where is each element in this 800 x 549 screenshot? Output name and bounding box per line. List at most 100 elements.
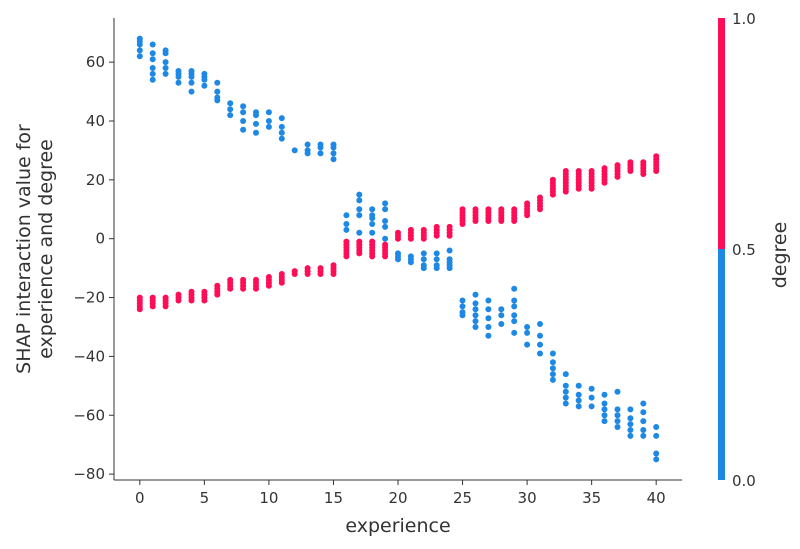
point-degree-1-190 bbox=[653, 153, 660, 160]
point-degree-0-77 bbox=[382, 223, 389, 230]
point-degree-0-44 bbox=[265, 123, 272, 130]
point-degree-0-15 bbox=[162, 47, 169, 54]
point-degree-1-52 bbox=[304, 271, 311, 277]
point-degree-0-152 bbox=[601, 418, 608, 425]
point-degree-1-35 bbox=[240, 285, 247, 292]
point-degree-0-92 bbox=[433, 256, 440, 263]
point-degree-1-84 bbox=[395, 229, 401, 236]
point-degree-0-162 bbox=[627, 432, 634, 439]
point-degree-0-114 bbox=[485, 332, 492, 339]
y-tick-label: 20 bbox=[86, 171, 105, 189]
point-degree-0-159 bbox=[627, 415, 634, 422]
point-degree-0-10 bbox=[149, 41, 156, 48]
point-degree-0-164 bbox=[640, 409, 647, 416]
point-degree-1-157 bbox=[575, 168, 582, 174]
point-degree-0-150 bbox=[601, 406, 608, 413]
point-degree-0-137 bbox=[562, 382, 569, 389]
point-degree-1-111 bbox=[472, 206, 479, 213]
point-degree-0-78 bbox=[382, 218, 389, 224]
point-degree-0-130 bbox=[537, 350, 543, 357]
point-degree-0-111 bbox=[485, 306, 492, 313]
point-degree-0-13 bbox=[162, 59, 169, 66]
point-degree-1-70 bbox=[356, 250, 363, 257]
point-degree-0-104 bbox=[472, 291, 479, 298]
point-degree-1-76 bbox=[369, 253, 376, 260]
point-degree-1-136 bbox=[537, 194, 543, 201]
x-tick-label: 10 bbox=[259, 489, 278, 507]
point-degree-0-51 bbox=[291, 147, 298, 154]
point-degree-1-65 bbox=[343, 253, 350, 260]
point-degree-0-166 bbox=[640, 427, 647, 433]
x-tick-label: 15 bbox=[324, 489, 343, 507]
point-degree-0-133 bbox=[549, 365, 556, 372]
point-degree-1-39 bbox=[253, 285, 259, 292]
point-degree-1-59 bbox=[330, 271, 337, 277]
y-tick-label: −60 bbox=[73, 406, 105, 424]
point-degree-0-80 bbox=[382, 200, 389, 207]
point-degree-0-160 bbox=[627, 421, 634, 428]
point-degree-1-142 bbox=[549, 176, 556, 183]
point-degree-0-125 bbox=[524, 329, 531, 336]
point-degree-0-99 bbox=[446, 265, 453, 272]
colorbar-tick-top: 1.0 bbox=[732, 10, 756, 28]
point-degree-0-113 bbox=[485, 324, 492, 330]
point-degree-0-158 bbox=[627, 406, 634, 413]
colorbar: 1.0 0.5 0.0 degree bbox=[718, 10, 791, 490]
point-degree-0-64 bbox=[343, 212, 350, 219]
point-degree-0-128 bbox=[537, 332, 543, 339]
point-degree-1-175 bbox=[614, 162, 621, 169]
point-degree-0-53 bbox=[304, 147, 311, 154]
point-degree-0-123 bbox=[511, 329, 518, 336]
point-degree-0-1 bbox=[136, 47, 143, 54]
point-degree-0-47 bbox=[278, 135, 285, 142]
point-degree-0-161 bbox=[627, 427, 634, 433]
point-degree-0-119 bbox=[511, 297, 518, 304]
point-degree-1-100 bbox=[446, 223, 453, 230]
point-degree-0-87 bbox=[420, 250, 427, 257]
point-degree-1-81 bbox=[382, 253, 389, 260]
point-degree-0-62 bbox=[343, 226, 350, 233]
point-degree-0-108 bbox=[472, 318, 479, 325]
point-degree-0-132 bbox=[549, 359, 556, 366]
point-degree-0-7 bbox=[149, 65, 156, 71]
point-degree-0-21 bbox=[188, 79, 195, 86]
point-degree-0-61 bbox=[330, 141, 337, 148]
point-degree-1-121 bbox=[498, 206, 505, 213]
point-degree-0-57 bbox=[317, 141, 324, 148]
point-degree-0-90 bbox=[420, 265, 427, 272]
point-degree-1-47 bbox=[278, 279, 285, 286]
point-degree-0-11 bbox=[162, 70, 169, 77]
point-degree-0-24 bbox=[188, 68, 195, 74]
point-degree-0-0 bbox=[136, 53, 143, 60]
point-degree-1-106 bbox=[459, 206, 466, 213]
point-degree-0-101 bbox=[459, 303, 466, 310]
point-degree-0-142 bbox=[575, 391, 582, 398]
point-degree-0-76 bbox=[382, 235, 389, 242]
point-degree-0-6 bbox=[149, 70, 156, 77]
point-degree-0-8 bbox=[149, 56, 156, 63]
point-degree-0-94 bbox=[433, 265, 440, 272]
point-degree-0-106 bbox=[472, 306, 479, 313]
y-axis-title-line-1: SHAP interaction value for bbox=[13, 124, 35, 374]
point-degree-1-126 bbox=[511, 206, 518, 213]
point-degree-0-110 bbox=[485, 297, 492, 304]
point-degree-1-170 bbox=[601, 165, 608, 172]
point-degree-0-165 bbox=[640, 418, 647, 425]
x-tick-label: 30 bbox=[518, 489, 537, 507]
point-degree-1-23 bbox=[201, 297, 208, 304]
x-tick-label: 25 bbox=[453, 489, 472, 507]
point-degree-0-170 bbox=[653, 450, 660, 457]
point-degree-0-171 bbox=[653, 456, 660, 463]
point-degree-0-126 bbox=[524, 341, 531, 348]
point-degree-0-88 bbox=[420, 256, 427, 263]
point-degree-0-129 bbox=[537, 341, 543, 348]
point-degree-1-27 bbox=[214, 291, 221, 298]
point-degree-1-96 bbox=[433, 223, 440, 230]
point-degree-0-127 bbox=[537, 321, 543, 327]
point-degree-1-150 bbox=[562, 168, 569, 174]
x-ticks: 0 5 10 15 20 25 30 35 40 bbox=[135, 480, 666, 507]
point-degree-0-48 bbox=[278, 129, 285, 136]
point-degree-0-115 bbox=[498, 306, 505, 313]
y-tick-label: 40 bbox=[86, 112, 105, 130]
point-degree-0-138 bbox=[562, 388, 569, 395]
